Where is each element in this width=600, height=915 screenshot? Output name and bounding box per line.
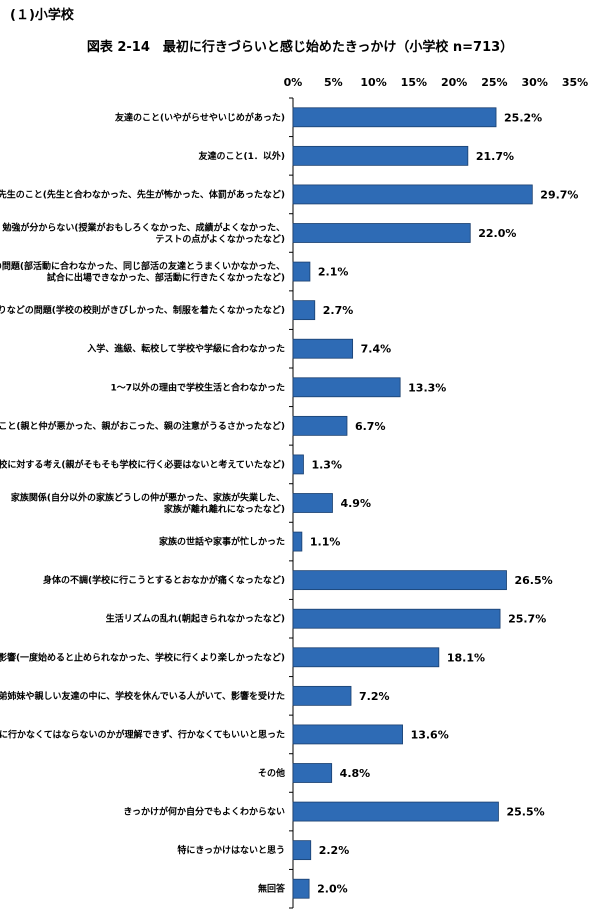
value-label: 22.0% <box>478 227 516 240</box>
value-label: 6.7% <box>355 420 386 433</box>
bar <box>292 261 311 282</box>
bar <box>292 608 501 629</box>
value-label: 29.7% <box>540 188 578 201</box>
value-label: 2.0% <box>317 883 348 896</box>
category-label: 身体の不調(学校に行こうとするとおなかが痛くなったなど) <box>43 574 285 586</box>
bar <box>292 145 469 166</box>
category-label: 友達のこと(いやがらせやいじめがあった) <box>115 111 285 123</box>
bar <box>292 763 333 783</box>
category-label: 家族が離れ離れになったなど) <box>164 503 285 515</box>
category-label: 部活動の問題(部活動に合わなかった、同じ部活の友達とうまくいかなかった、 <box>0 260 285 272</box>
bar <box>292 377 401 398</box>
bar <box>292 415 348 436</box>
category-label: 親のこと(親と仲が悪かった、親がおこった、親の注意がうるさかったなど) <box>0 420 285 432</box>
x-tick-label: 25% <box>481 76 507 89</box>
bar <box>292 300 316 321</box>
bar <box>292 840 312 861</box>
bar <box>292 531 303 552</box>
category-label: 家族関係(自分以外の家族どうしの仲が悪かった、家族が失業した、 <box>11 491 285 503</box>
category-label: 特にきっかけはないと思う <box>177 844 285 856</box>
value-label: 26.5% <box>515 574 553 587</box>
bar <box>292 493 333 513</box>
value-label: 18.1% <box>447 651 485 664</box>
x-tick-label: 35% <box>562 76 588 89</box>
category-label: 勉強が分からない(授業がおもしろくなかった、成績がよくなかった、 <box>1 221 285 233</box>
category-label: インターネット、ゲーム、動画視聴、SNS(LINEやツイッターなど)などの影響(… <box>0 651 285 663</box>
value-label: 2.1% <box>318 266 349 279</box>
value-label: 13.3% <box>408 381 446 394</box>
value-label: 25.7% <box>508 613 546 626</box>
bar <box>292 685 352 706</box>
value-label: 13.6% <box>411 728 449 741</box>
x-tick-label: 10% <box>360 76 386 89</box>
category-label: 生活リズムの乱れ(朝起きられなかったなど) <box>106 613 285 625</box>
value-label: 1.3% <box>311 458 342 471</box>
category-label: 無回答 <box>258 883 286 895</box>
bar-layer <box>292 107 533 899</box>
value-label: 25.2% <box>504 111 542 124</box>
value-label: 21.7% <box>476 150 514 163</box>
category-label: その他 <box>258 767 285 779</box>
chart-title: 図表 2-14 最初に行きづらいと感じ始めたきっかけ（小学校 n=713） <box>86 40 514 55</box>
x-tick-label: 20% <box>441 76 467 89</box>
bar <box>292 878 310 899</box>
value-label: 2.7% <box>323 304 354 317</box>
bar <box>292 801 499 822</box>
category-label: テストの点がよくなかったなど) <box>155 233 285 245</box>
category-label: 入学、進級、転校して学校や学級に合わなかった <box>86 343 285 355</box>
value-label: 25.5% <box>506 806 544 819</box>
value-label: 4.8% <box>340 767 371 780</box>
x-tick-label: 15% <box>401 76 427 89</box>
value-label: 7.4% <box>361 343 392 356</box>
value-label: 2.2% <box>319 844 350 857</box>
x-tick-label: 30% <box>522 76 548 89</box>
bar <box>292 223 471 243</box>
x-tick-label: 5% <box>324 76 343 89</box>
bar <box>292 107 497 128</box>
category-label: なぜ学校に行かなくてはならないのかが理解できず、行かなくてもいいと思った <box>0 728 285 740</box>
value-label: 7.2% <box>359 690 390 703</box>
value-label: 4.9% <box>340 497 371 510</box>
x-tick-label: 0% <box>284 76 303 89</box>
section-heading: (１)小学校 <box>10 8 74 23</box>
category-label: 学校のきまりなどの問題(学校の校則がきびしかった、制服を着たくなかったなど) <box>0 304 285 316</box>
value-label: 1.1% <box>310 536 341 549</box>
category-label: 友達のこと(1．以外) <box>199 150 286 162</box>
bar <box>292 570 507 591</box>
category-label: 親の学校に対する考え(親がそもそも学校に行く必要はないと考えていたなど) <box>0 458 285 470</box>
bar <box>292 724 403 745</box>
bar <box>292 338 354 359</box>
bar <box>292 454 304 475</box>
bar <box>292 184 533 205</box>
category-label: 家族の世話や家事が忙しかった <box>159 536 285 548</box>
category-label: 先生のこと(先生と合わなかった、先生が怖かった、体罰があったなど) <box>0 188 285 200</box>
label-layer: 25.2% 友達のこと(いやがらせやいじめがあった) 21.7% 友達のこと(1．以外… <box>0 111 578 895</box>
bar <box>292 647 440 668</box>
category-label: 兄弟姉妹や親しい友達の中に、学校を休んでいる人がいて、影響を受けた <box>0 690 285 702</box>
category-label: きっかけが何か自分でもよくわからない <box>123 806 285 818</box>
category-label: 1～7以外の理由で学校生活と合わなかった <box>110 381 285 393</box>
category-label: 試合に出場できなかった、部活動に行きたくなかったなど) <box>47 271 285 283</box>
